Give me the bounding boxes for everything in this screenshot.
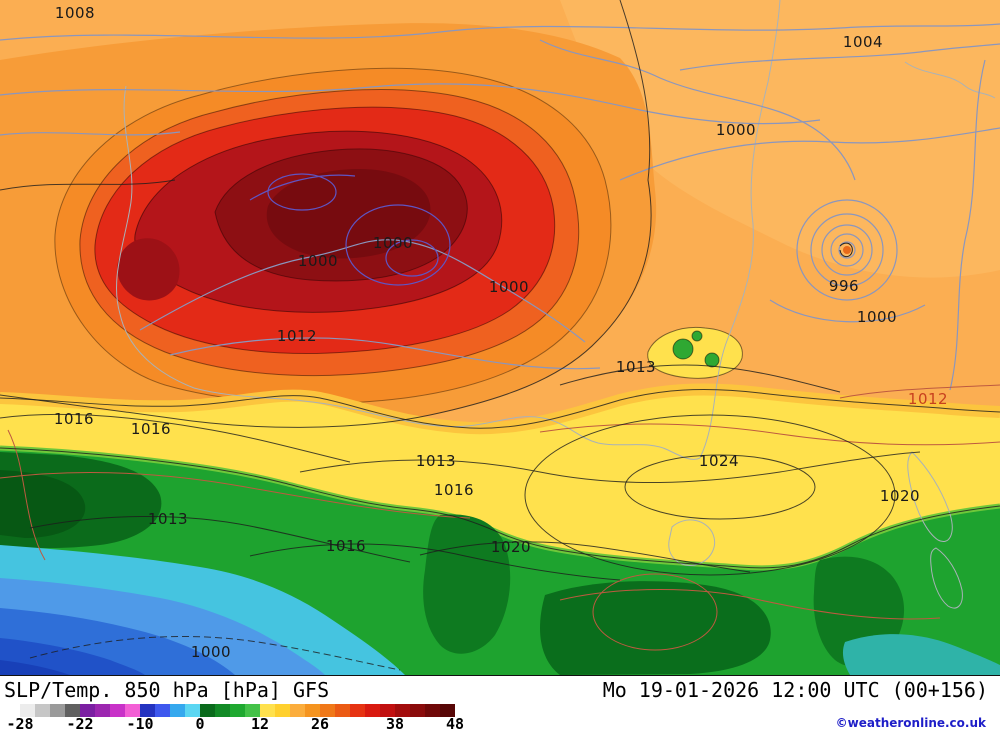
scale-color-block bbox=[365, 704, 380, 717]
scale-tick-label: -10 bbox=[126, 715, 154, 733]
footer-title-row: SLP/Temp. 850 hPa [hPa] GFS Mo 19-01-202… bbox=[0, 678, 1000, 702]
scale-color-block bbox=[50, 704, 65, 717]
scale-tick-label: -28 bbox=[6, 715, 34, 733]
scale-color-block bbox=[290, 704, 305, 717]
scale-tick-label: -22 bbox=[66, 715, 94, 733]
scale-color-block bbox=[350, 704, 365, 717]
coastline-lines bbox=[116, 0, 996, 609]
scale-tick-label: 12 bbox=[250, 715, 270, 733]
scale-color-block bbox=[395, 704, 410, 717]
scale-color-block bbox=[185, 704, 200, 717]
isotherm-lines-black bbox=[0, 0, 1000, 671]
scale-color-block bbox=[140, 704, 155, 717]
scale-color-block bbox=[35, 704, 50, 717]
cyclone-icon bbox=[839, 242, 853, 258]
credit-link[interactable]: ©weatheronline.co.uk bbox=[835, 716, 986, 730]
scale-tick-label: 38 bbox=[385, 715, 405, 733]
scale-color-block bbox=[200, 704, 215, 717]
temperature-scale-bar bbox=[20, 704, 455, 717]
scale-tick-label: 48 bbox=[445, 715, 465, 733]
scale-color-block bbox=[230, 704, 245, 717]
weather-map-svg bbox=[0, 0, 1000, 675]
scale-tick-label: 26 bbox=[310, 715, 330, 733]
isobar-lines-red bbox=[0, 384, 1000, 651]
scale-color-block bbox=[260, 704, 275, 717]
scale-color-block bbox=[305, 704, 320, 717]
scale-color-block bbox=[95, 704, 110, 717]
map-area: 1008 1004 1000 996 1000 1000 1000 1000 1012 1013 1… bbox=[0, 0, 1000, 675]
scale-color-block bbox=[425, 704, 440, 717]
scale-color-block bbox=[275, 704, 290, 717]
map-datetime: Mo 19-01-2026 12:00 UTC (00+156) bbox=[602, 678, 988, 702]
scale-tick-label: 0 bbox=[195, 715, 205, 733]
scale-color-block bbox=[440, 704, 455, 717]
scale-color-block bbox=[215, 704, 230, 717]
scale-color-block bbox=[155, 704, 170, 717]
scale-color-block bbox=[170, 704, 185, 717]
scale-color-block bbox=[80, 704, 95, 717]
scale-color-block bbox=[380, 704, 395, 717]
temperature-field bbox=[0, 0, 1000, 675]
scale-color-block bbox=[335, 704, 350, 717]
scale-color-block bbox=[20, 704, 35, 717]
scale-color-block bbox=[65, 704, 80, 717]
scale-color-block bbox=[245, 704, 260, 717]
scale-color-block bbox=[320, 704, 335, 717]
scale-color-block bbox=[410, 704, 425, 717]
isobar-lines-gray bbox=[0, 23, 1000, 391]
scale-color-block bbox=[110, 704, 125, 717]
map-title: SLP/Temp. 850 hPa [hPa] GFS bbox=[4, 678, 330, 702]
footer-bar: SLP/Temp. 850 hPa [hPa] GFS Mo 19-01-202… bbox=[0, 675, 1000, 733]
scale-color-block bbox=[125, 704, 140, 717]
purple-contours bbox=[249, 173, 451, 286]
